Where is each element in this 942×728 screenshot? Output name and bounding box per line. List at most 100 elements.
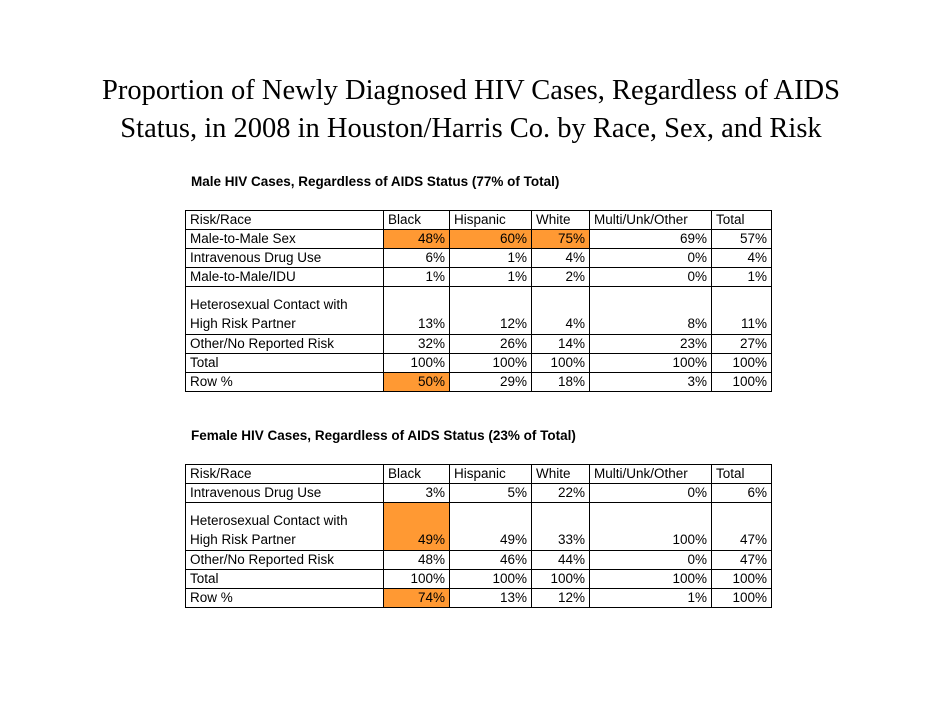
row-label: Row %: [185, 588, 384, 608]
row-label: Heterosexual Contact with High Risk Part…: [185, 286, 384, 335]
header-multi-unk-other: Multi/Unk/Other: [589, 464, 712, 484]
header-risk-race: Risk/Race: [185, 210, 384, 230]
cell-total: 47%: [711, 502, 772, 551]
row-label: Intravenous Drug Use: [185, 248, 384, 268]
table-row: Row % 50% 29% 18% 3% 100%: [185, 372, 772, 392]
cell-hispanic: 12%: [449, 286, 532, 335]
cell-black: 13%: [383, 286, 450, 335]
cell-hispanic: 49%: [449, 502, 532, 551]
male-table-caption: Male HIV Cases, Regardless of AIDS Statu…: [191, 174, 560, 189]
table-row: Male-to-Male Sex 48% 60% 75% 69% 57%: [185, 229, 772, 249]
cell-white: 4%: [531, 248, 590, 268]
cell-hispanic: 100%: [449, 569, 532, 589]
cell-black: 6%: [383, 248, 450, 268]
cell-hispanic: 46%: [449, 550, 532, 570]
table-row: Total 100% 100% 100% 100% 100%: [185, 569, 772, 589]
header-white: White: [531, 210, 590, 230]
cell-multi: 3%: [589, 372, 712, 392]
cell-multi: 0%: [589, 248, 712, 268]
cell-white: 44%: [531, 550, 590, 570]
cell-total: 57%: [711, 229, 772, 249]
table-row: Total 100% 100% 100% 100% 100%: [185, 353, 772, 373]
cell-hispanic: 60%: [449, 229, 532, 249]
cell-white: 100%: [531, 353, 590, 373]
cell-hispanic: 5%: [449, 483, 532, 503]
header-hispanic: Hispanic: [449, 210, 532, 230]
header-black: Black: [383, 210, 450, 230]
cell-black: 49%: [383, 502, 450, 551]
header-total: Total: [711, 464, 772, 484]
table-row: Heterosexual Contact with High Risk Part…: [185, 286, 772, 335]
cell-white: 14%: [531, 334, 590, 354]
cell-black: 48%: [383, 229, 450, 249]
table-row: Other/No Reported Risk 48% 46% 44% 0% 47…: [185, 550, 772, 570]
cell-black: 100%: [383, 569, 450, 589]
slide-title: Proportion of Newly Diagnosed HIV Cases,…: [0, 72, 942, 148]
header-total: Total: [711, 210, 772, 230]
table-header-row: Risk/Race Black Hispanic White Multi/Unk…: [185, 464, 772, 484]
cell-multi: 100%: [589, 502, 712, 551]
cell-white: 12%: [531, 588, 590, 608]
cell-hispanic: 1%: [449, 267, 532, 287]
cell-hispanic: 29%: [449, 372, 532, 392]
cell-black: 1%: [383, 267, 450, 287]
cell-total: 1%: [711, 267, 772, 287]
female-table-caption: Female HIV Cases, Regardless of AIDS Sta…: [191, 428, 576, 443]
cell-total: 27%: [711, 334, 772, 354]
row-label: Male-to-Male/IDU: [185, 267, 384, 287]
cell-white: 18%: [531, 372, 590, 392]
cell-black: 50%: [383, 372, 450, 392]
table-row: Row % 74% 13% 12% 1% 100%: [185, 588, 772, 608]
table-row: Intravenous Drug Use 6% 1% 4% 0% 4%: [185, 248, 772, 268]
header-risk-race: Risk/Race: [185, 464, 384, 484]
cell-total: 4%: [711, 248, 772, 268]
row-label: Other/No Reported Risk: [185, 334, 384, 354]
cell-multi: 69%: [589, 229, 712, 249]
row-label: Total: [185, 353, 384, 373]
header-hispanic: Hispanic: [449, 464, 532, 484]
cell-total: 100%: [711, 588, 772, 608]
table-row: Male-to-Male/IDU 1% 1% 2% 0% 1%: [185, 267, 772, 287]
cell-multi: 100%: [589, 353, 712, 373]
table-row: Heterosexual Contact with High Risk Part…: [185, 502, 772, 551]
cell-white: 4%: [531, 286, 590, 335]
male-hiv-table: Risk/Race Black Hispanic White Multi/Unk…: [185, 210, 772, 392]
cell-multi: 0%: [589, 483, 712, 503]
cell-hispanic: 100%: [449, 353, 532, 373]
cell-white: 33%: [531, 502, 590, 551]
table-row: Intravenous Drug Use 3% 5% 22% 0% 6%: [185, 483, 772, 503]
cell-white: 100%: [531, 569, 590, 589]
row-label: Male-to-Male Sex: [185, 229, 384, 249]
cell-total: 100%: [711, 353, 772, 373]
table-header-row: Risk/Race Black Hispanic White Multi/Unk…: [185, 210, 772, 230]
cell-hispanic: 26%: [449, 334, 532, 354]
cell-total: 6%: [711, 483, 772, 503]
cell-total: 11%: [711, 286, 772, 335]
cell-multi: 0%: [589, 550, 712, 570]
cell-white: 75%: [531, 229, 590, 249]
table-row: Other/No Reported Risk 32% 26% 14% 23% 2…: [185, 334, 772, 354]
cell-black: 100%: [383, 353, 450, 373]
cell-multi: 8%: [589, 286, 712, 335]
cell-black: 48%: [383, 550, 450, 570]
cell-multi: 23%: [589, 334, 712, 354]
slide-title-line-2: Status, in 2008 in Houston/Harris Co. by…: [120, 113, 822, 144]
row-label: Row %: [185, 372, 384, 392]
cell-hispanic: 1%: [449, 248, 532, 268]
header-white: White: [531, 464, 590, 484]
cell-white: 22%: [531, 483, 590, 503]
row-label: Total: [185, 569, 384, 589]
header-multi-unk-other: Multi/Unk/Other: [589, 210, 712, 230]
cell-multi: 100%: [589, 569, 712, 589]
row-label: Intravenous Drug Use: [185, 483, 384, 503]
cell-black: 32%: [383, 334, 450, 354]
cell-multi: 1%: [589, 588, 712, 608]
female-hiv-table: Risk/Race Black Hispanic White Multi/Unk…: [185, 464, 772, 608]
cell-total: 100%: [711, 569, 772, 589]
row-label: Other/No Reported Risk: [185, 550, 384, 570]
cell-hispanic: 13%: [449, 588, 532, 608]
row-label: Heterosexual Contact with High Risk Part…: [185, 502, 384, 551]
slide-title-line-1: Proportion of Newly Diagnosed HIV Cases,…: [101, 75, 840, 106]
cell-multi: 0%: [589, 267, 712, 287]
header-black: Black: [383, 464, 450, 484]
